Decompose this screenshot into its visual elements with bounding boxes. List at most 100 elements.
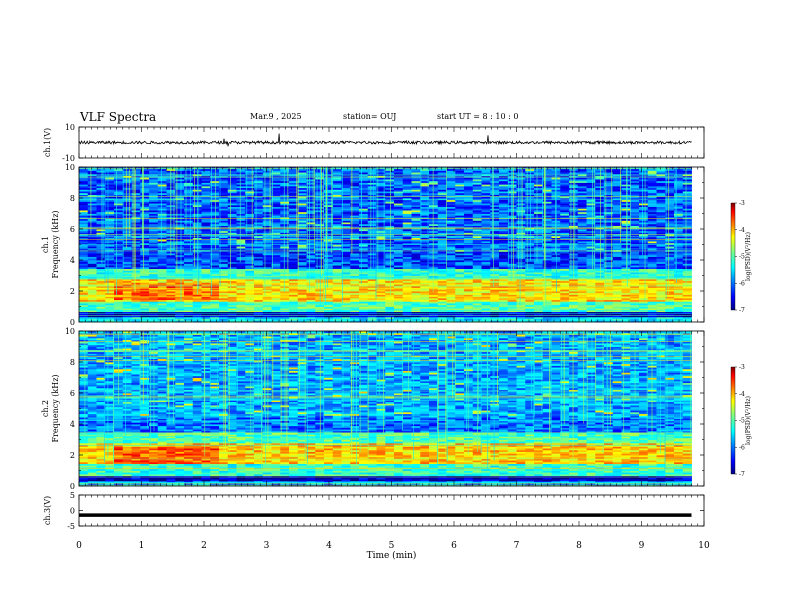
- ch1-spec-cell: [245, 272, 255, 275]
- ch1-spec-cell: [332, 303, 342, 306]
- ch1-spec-cell: [481, 241, 491, 244]
- ch1-spec-cell: [499, 296, 509, 299]
- ch1-spec-cell: [612, 306, 622, 309]
- ch1-spec-cell: [315, 308, 325, 311]
- ch1-spec-cell: [656, 315, 666, 318]
- ch1-spec-cell: [525, 275, 535, 278]
- ch1-spec-cell: [332, 237, 342, 240]
- ch1-spec-cell: [420, 244, 430, 247]
- ch1-spec-cell: [385, 282, 395, 285]
- ch1-spec-cell: [149, 315, 159, 318]
- ch1-spec-cell: [402, 294, 412, 297]
- ch1-spec-cell: [394, 239, 404, 242]
- ch1-spec-cell: [210, 303, 220, 306]
- ch1-spec-cell: [359, 275, 369, 278]
- ch1-spec-cell: [131, 284, 141, 287]
- ch1-spec-cell: [499, 301, 509, 304]
- ch1-spec-cell: [612, 239, 622, 242]
- ch1-spec-cell: [420, 258, 430, 261]
- ch1-spec-cell: [324, 306, 334, 309]
- ch1-spec-cell: [402, 270, 412, 273]
- ch1-spec-cell: [604, 256, 614, 259]
- ch1-spec-cell: [297, 265, 307, 268]
- ch1-spec-cell: [210, 242, 220, 245]
- ch1-spec-cell: [306, 265, 316, 268]
- ch1-spec-cell: [437, 313, 447, 316]
- ch1-spec-cell: [297, 237, 307, 240]
- ch1-spec-cell: [464, 284, 474, 287]
- ch1-spec-cell: [420, 299, 430, 302]
- ch1-spec-cell: [621, 246, 631, 249]
- ch1-spec-cell: [429, 291, 439, 294]
- ch1-spec-cell: [402, 304, 412, 307]
- ch1-spec-cell: [385, 266, 395, 270]
- ch1-spec-cell: [507, 266, 517, 270]
- ch1-spec-cell: [79, 270, 89, 273]
- ch1-spec-cell: [166, 320, 176, 323]
- ch1-spec-cell: [157, 263, 167, 266]
- ch1-spec-cell: [525, 309, 535, 313]
- ch1-spec-cell: [647, 254, 657, 257]
- ch1-spec-cell: [114, 261, 124, 264]
- ch1-spec-cell: [630, 292, 640, 295]
- ch1-spec-cell: [464, 280, 474, 283]
- ch1-spec-cell: [534, 316, 544, 319]
- ch1-spec-cell: [464, 278, 474, 282]
- ch1-spec-cell: [297, 239, 307, 242]
- ch1-spec-cell: [131, 278, 141, 282]
- ch1-spec-cell: [542, 275, 552, 278]
- ch1-spec-cell: [114, 265, 124, 268]
- ch1-spec-cell: [534, 289, 544, 292]
- ch1-spec-cell: [411, 301, 421, 304]
- ch1-spec-cell: [604, 258, 614, 261]
- ch1-spec-cell: [656, 284, 666, 287]
- ch1-spec-cell: [114, 294, 124, 297]
- ch1-spec-cell: [586, 266, 596, 270]
- ch1-spec-cell: [219, 275, 229, 278]
- ch1-spec-cell: [175, 308, 185, 311]
- ch1-spec-cell: [429, 253, 439, 256]
- ch1-spec-cell: [586, 280, 596, 283]
- ch1-spec-cell: [604, 301, 614, 304]
- ch1-spec-cell: [464, 263, 474, 266]
- ch1-spec-cell: [385, 320, 395, 323]
- ch1-spec-cell: [665, 266, 675, 270]
- ch1-spec-cell: [184, 251, 194, 254]
- ch1-spec-cell: [140, 278, 150, 282]
- ch1-spec-cell: [534, 268, 544, 271]
- ch1-spec-cell: [324, 313, 334, 316]
- ch1-spec-cell: [350, 299, 360, 302]
- ch1-spec-cell: [105, 261, 115, 264]
- ch1-spec-cell: [131, 318, 141, 321]
- ch1-spec-cell: [639, 266, 649, 270]
- ch1-spec-cell: [437, 289, 447, 292]
- ch1-spec-cell: [534, 301, 544, 304]
- ch1-spec-cell: [122, 301, 132, 304]
- ch1-spec-cell: [306, 296, 316, 299]
- ch1-spec-cell: [254, 263, 264, 266]
- ch1-spec-cell: [87, 306, 97, 309]
- ch1-spec-cell: [630, 320, 640, 323]
- ch1-spec-cell: [114, 284, 124, 287]
- ch1-spec-cell: [271, 253, 281, 256]
- ch1-spec-cell: [131, 289, 141, 292]
- ch1-spec-cell: [621, 309, 631, 313]
- ch1-spec-cell: [525, 297, 535, 301]
- ch1-spec-cell: [411, 315, 421, 318]
- ch1-spec-cell: [280, 282, 290, 285]
- ch1-spec-cell: [289, 304, 299, 307]
- ch1-spec-cell: [341, 241, 351, 244]
- ch1-spec-cell: [577, 278, 587, 282]
- ch1-spec-cell: [499, 260, 509, 263]
- ch1-spec-cell: [612, 261, 622, 264]
- ch1-spec-cell: [586, 253, 596, 256]
- ch1-spec-cell: [639, 297, 649, 301]
- ch1-spec-cell: [429, 320, 439, 323]
- ch1-spec-cell: [525, 318, 535, 321]
- ch1-spec-cell: [131, 311, 141, 314]
- ch1-spec-cell: [332, 251, 342, 254]
- ch1-spec-cell: [350, 282, 360, 285]
- ch1-spec-cell: [184, 296, 194, 299]
- ch1-spec-cell: [656, 289, 666, 292]
- ch1-spec-cell: [534, 304, 544, 307]
